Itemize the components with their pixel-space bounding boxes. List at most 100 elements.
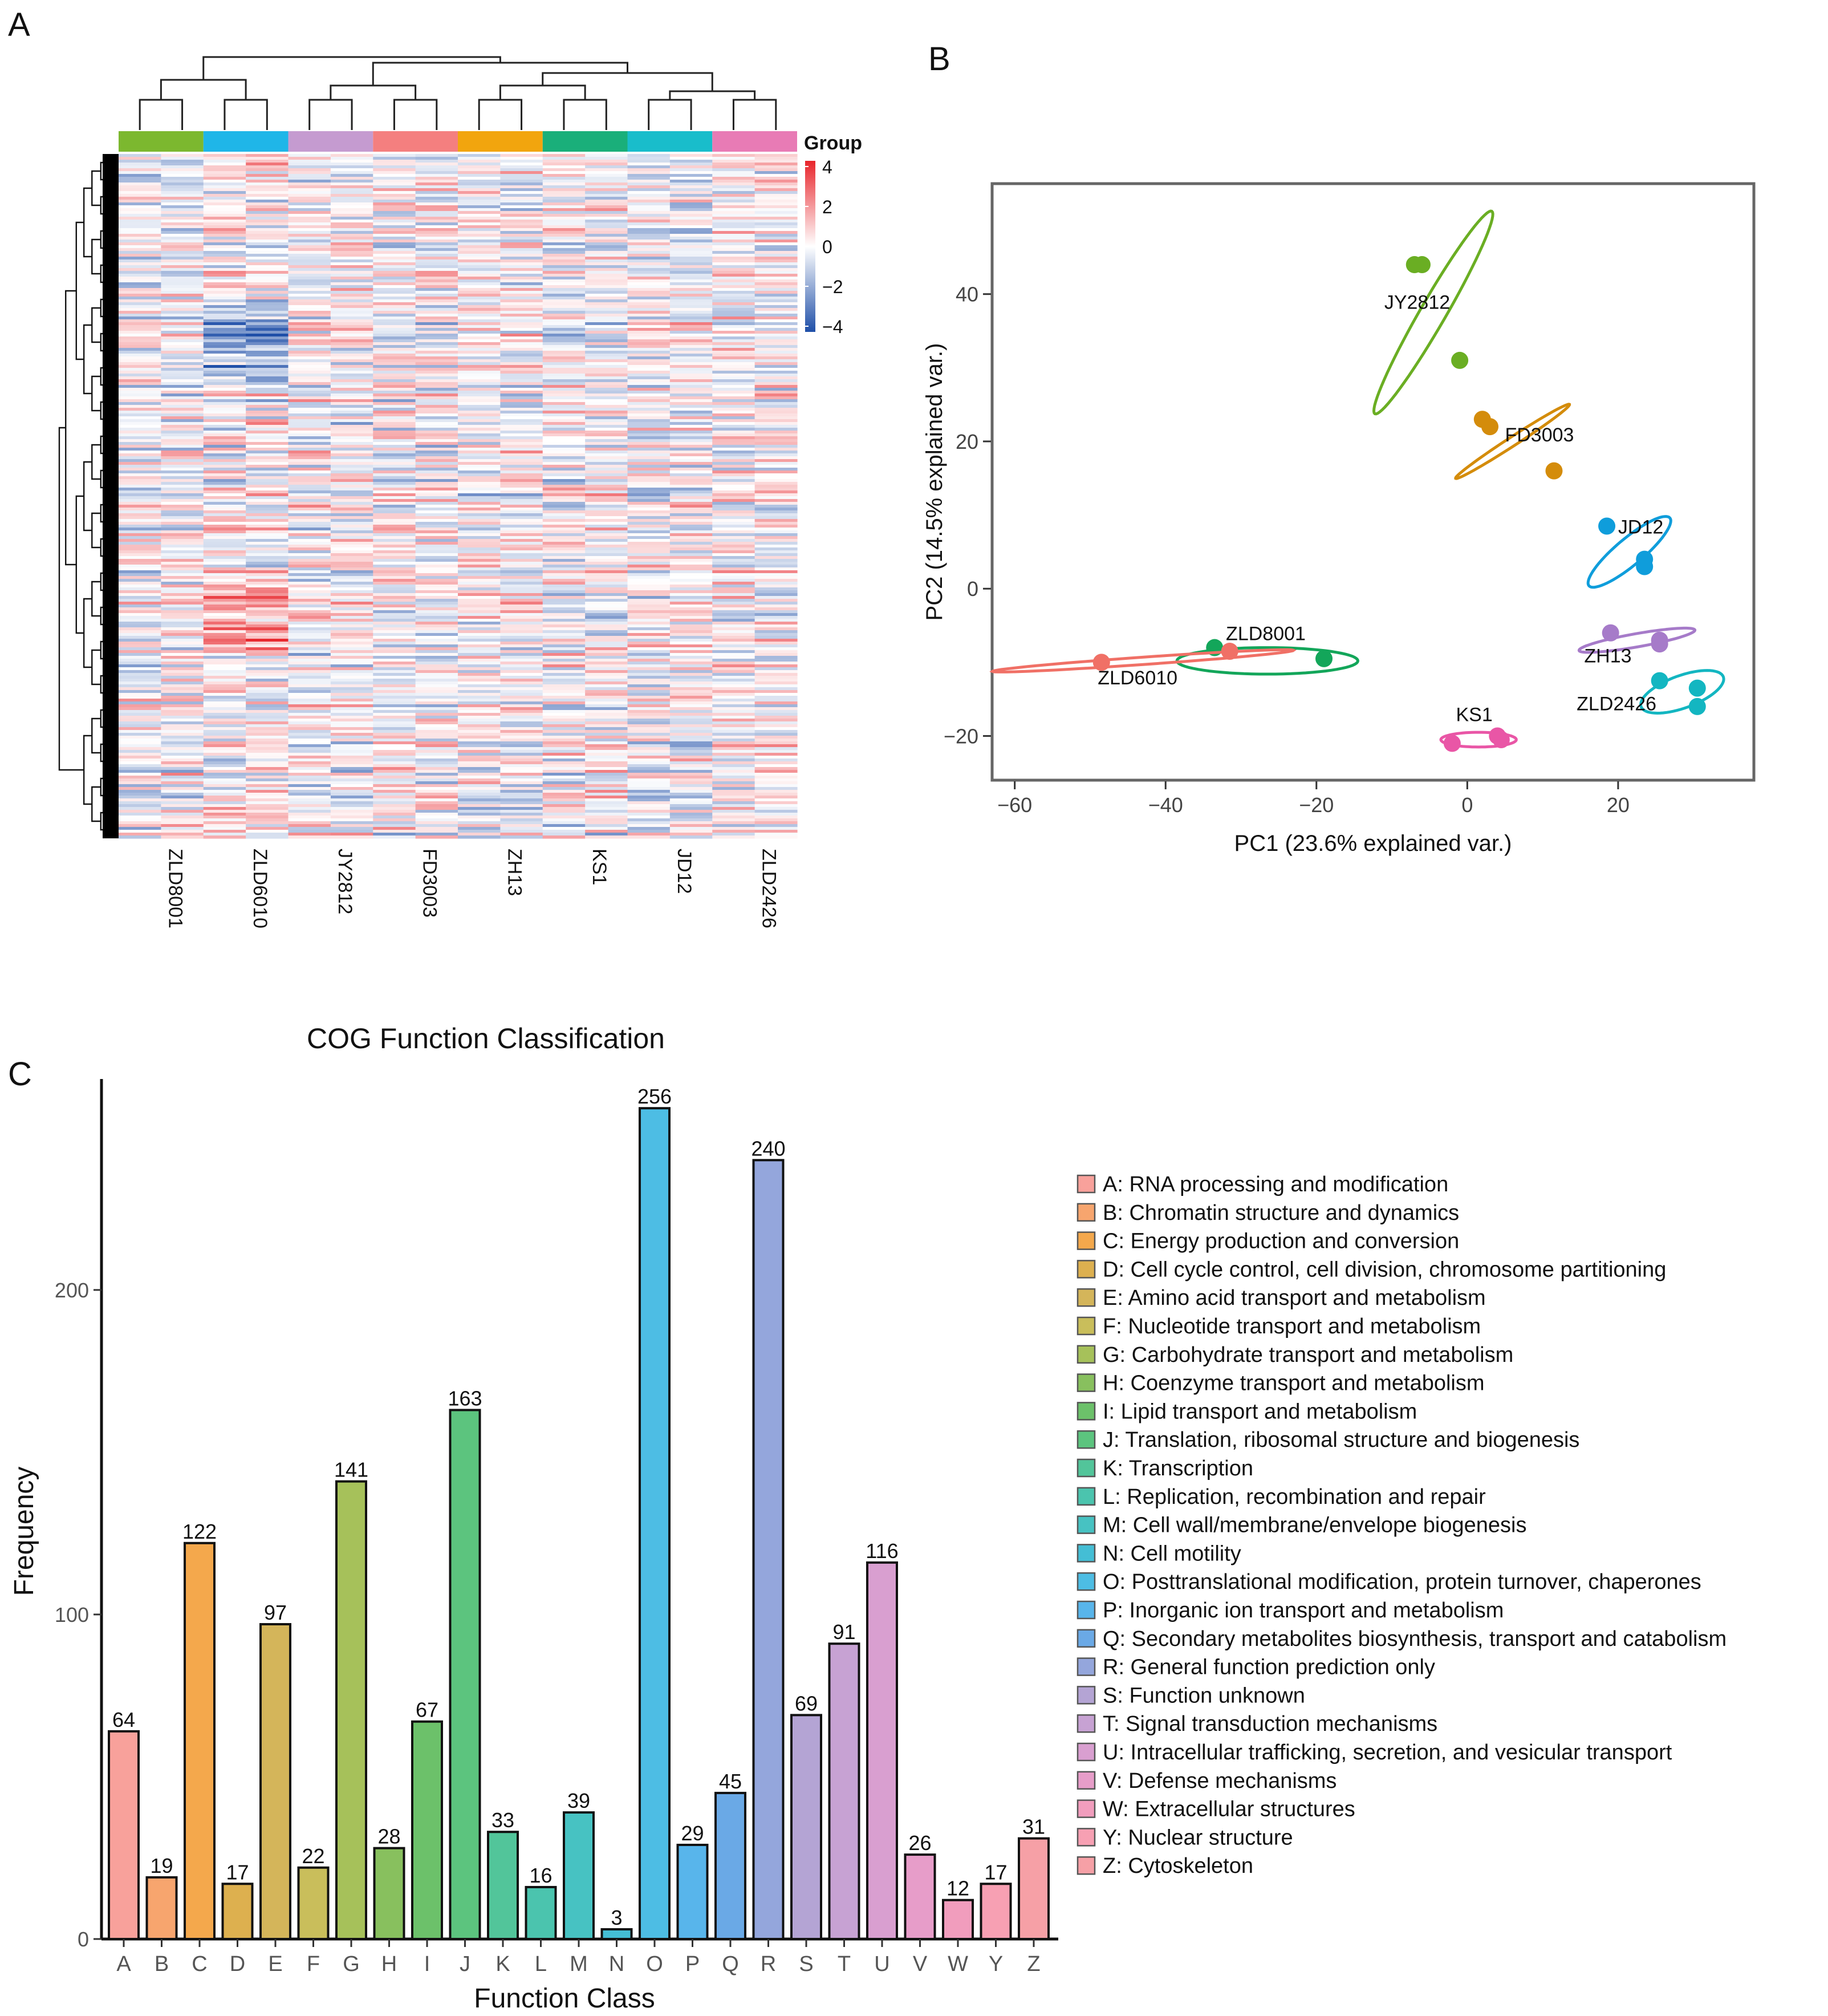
- heatmap-cell: [288, 359, 331, 363]
- heatmap-cell: [712, 291, 755, 294]
- heatmap-cell: [330, 528, 373, 531]
- heatmap-cell: [754, 576, 798, 579]
- heatmap-cell: [330, 502, 373, 505]
- heatmap-cell: [585, 784, 628, 788]
- heatmap-cell: [373, 157, 416, 160]
- heatmap-cell: [712, 465, 755, 468]
- heatmap-cell: [542, 231, 586, 234]
- cog-legend-swatch: [1077, 1600, 1096, 1620]
- heatmap-cell: [712, 188, 755, 192]
- heatmap-cell: [415, 299, 458, 303]
- heatmap-cell: [627, 593, 671, 597]
- heatmap-cells: [119, 154, 798, 839]
- heatmap-cell: [500, 476, 543, 480]
- heatmap-cell: [203, 163, 246, 166]
- heatmap-cell: [542, 533, 586, 537]
- row-dendrogram-leaves: [103, 154, 119, 838]
- heatmap-cell: [119, 721, 161, 725]
- heatmap-cell: [627, 522, 671, 525]
- heatmap-cell: [119, 522, 161, 525]
- heatmap-cell: [585, 368, 628, 371]
- heatmap-cell: [203, 165, 246, 169]
- heatmap-cell: [330, 510, 373, 514]
- heatmap-cell: [246, 448, 289, 451]
- heatmap-cell: [161, 259, 204, 263]
- heatmap-cell: [203, 339, 246, 343]
- heatmap-cell: [203, 265, 246, 269]
- heatmap-cell: [627, 242, 671, 246]
- heatmap-cell: [203, 770, 246, 773]
- heatmap-cell: [458, 473, 501, 477]
- heatmap-cell: [161, 328, 204, 331]
- heatmap-cell: [754, 345, 798, 348]
- cog-value-label: 31: [1022, 1815, 1045, 1839]
- heatmap-cell: [373, 493, 416, 497]
- heatmap-cell: [754, 254, 798, 257]
- heatmap-cell: [415, 405, 458, 408]
- heatmap-cell: [458, 374, 501, 377]
- heatmap-cell: [246, 242, 289, 246]
- heatmap-cell: [119, 610, 161, 614]
- heatmap-cell: [669, 605, 713, 608]
- heatmap-cell: [330, 773, 373, 776]
- cog-bar-h: [373, 1847, 405, 1940]
- heatmap-cell: [415, 710, 458, 713]
- heatmap-cell: [373, 214, 416, 217]
- heatmap-cell: [754, 154, 798, 157]
- heatmap-cell: [500, 356, 543, 360]
- heatmap-cell: [500, 328, 543, 331]
- heatmap-cell: [542, 342, 586, 346]
- heatmap-cell: [246, 205, 289, 209]
- heatmap-cell: [712, 180, 755, 183]
- heatmap-cell: [458, 516, 501, 520]
- heatmap-cell: [754, 773, 798, 776]
- heatmap-cell: [754, 362, 798, 366]
- heatmap-cell: [754, 525, 798, 528]
- heatmap-cell: [669, 379, 713, 383]
- heatmap-cell: [119, 473, 161, 477]
- heatmap-cell: [161, 576, 204, 579]
- heatmap-cell: [542, 177, 586, 180]
- heatmap-cell: [458, 356, 501, 360]
- heatmap-cell: [458, 590, 501, 594]
- heatmap-cell: [500, 773, 543, 776]
- heatmap-cell: [119, 639, 161, 642]
- cog-value-label: 22: [302, 1844, 324, 1868]
- heatmap-cell: [627, 237, 671, 240]
- heatmap-cell: [330, 362, 373, 366]
- heatmap-cell: [585, 516, 628, 520]
- heatmap-cell: [585, 482, 628, 485]
- heatmap-cell: [330, 659, 373, 662]
- heatmap-cell: [119, 528, 161, 531]
- heatmap-cell: [669, 311, 713, 314]
- heatmap-cell: [330, 425, 373, 428]
- group-bar-jd12: [627, 131, 713, 152]
- heatmap-cell: [288, 533, 331, 537]
- heatmap-cell: [669, 664, 713, 668]
- heatmap-cell: [119, 787, 161, 790]
- cog-bar-q: [714, 1791, 746, 1941]
- heatmap-cell: [161, 778, 204, 782]
- heatmap-cell: [203, 761, 246, 765]
- heatmap-cell: [627, 411, 671, 414]
- heatmap-cell: [754, 616, 798, 619]
- heatmap-cell: [585, 297, 628, 300]
- heatmap-cell: [161, 761, 204, 765]
- heatmap-cell: [712, 770, 755, 773]
- heatmap-cell: [203, 587, 246, 591]
- heatmap-cell: [373, 185, 416, 189]
- heatmap-cell: [627, 171, 671, 175]
- heatmap-cell: [203, 679, 246, 682]
- heatmap-cell: [458, 391, 501, 394]
- heatmap-cell: [161, 396, 204, 400]
- heatmap-cell: [119, 456, 161, 460]
- heatmap-cell: [373, 573, 416, 577]
- heatmap-cell: [585, 419, 628, 423]
- heatmap-cell: [246, 565, 289, 568]
- heatmap-cell: [373, 171, 416, 175]
- heatmap-cell: [754, 590, 798, 594]
- heatmap-cell: [330, 758, 373, 762]
- heatmap-cell: [373, 770, 416, 773]
- heatmap-cell: [161, 439, 204, 443]
- heatmap-cell: [585, 687, 628, 691]
